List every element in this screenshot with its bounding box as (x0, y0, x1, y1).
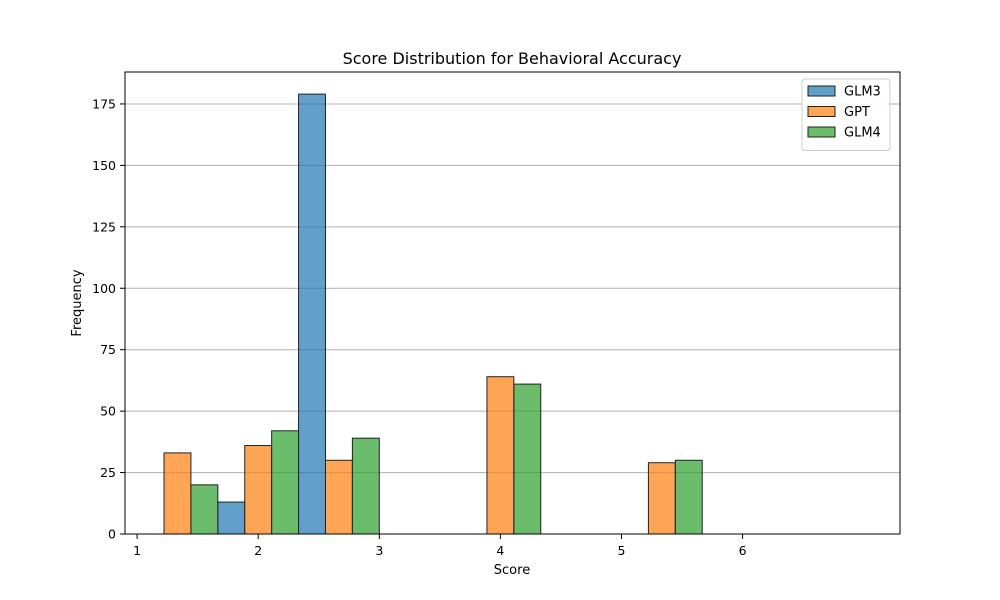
bar-glm4 (674, 459, 703, 535)
y-tick-label: 100 (92, 281, 116, 296)
y-tick-label: 0 (108, 527, 116, 542)
bar-gpt (324, 459, 353, 535)
y-tick-label: 50 (100, 404, 116, 419)
x-axis: 1 2 3 4 5 6 (133, 534, 747, 558)
x-tick-label: 1 (133, 543, 141, 558)
bar-gpt (244, 445, 273, 535)
x-tick-label: 5 (618, 543, 626, 558)
y-tick-label: 150 (92, 158, 116, 173)
bar-glm4 (351, 437, 380, 535)
legend-label-glm3: GLM3 (844, 85, 881, 100)
bar-gpt (486, 376, 515, 535)
bar-glm3 (298, 93, 326, 535)
y-tick-label: 175 (92, 96, 116, 111)
bar-gpt (647, 462, 676, 535)
bar-glm4 (513, 383, 542, 535)
y-tick-label: 25 (100, 465, 116, 480)
bar-gpt (163, 452, 192, 535)
legend: GLM3 GPT GLM4 (801, 78, 891, 151)
x-tick-label: 6 (739, 543, 747, 558)
y-axis-label: Frequency (70, 269, 85, 336)
bar-glm4 (271, 430, 300, 535)
legend-label-glm4: GLM4 (844, 126, 881, 141)
legend-swatch-gpt (807, 106, 836, 117)
legend-swatch-glm4 (807, 126, 836, 138)
legend-swatch-glm3 (807, 85, 836, 97)
x-tick-label: 2 (254, 543, 262, 558)
x-tick-label: 4 (496, 543, 504, 558)
chart-title: Score Distribution for Behavioral Accura… (343, 49, 682, 68)
y-axis: 0 25 50 75 100 125 150 175 (92, 96, 125, 542)
y-tick-label: 75 (100, 342, 116, 357)
y-tick-label: 125 (92, 219, 116, 234)
plot-frame (124, 71, 901, 535)
legend-label-gpt: GPT (844, 105, 870, 120)
x-tick-label: 3 (375, 543, 383, 558)
x-axis-label: Score (494, 563, 530, 578)
bar-glm3 (217, 501, 246, 535)
bar-glm4 (190, 484, 219, 535)
